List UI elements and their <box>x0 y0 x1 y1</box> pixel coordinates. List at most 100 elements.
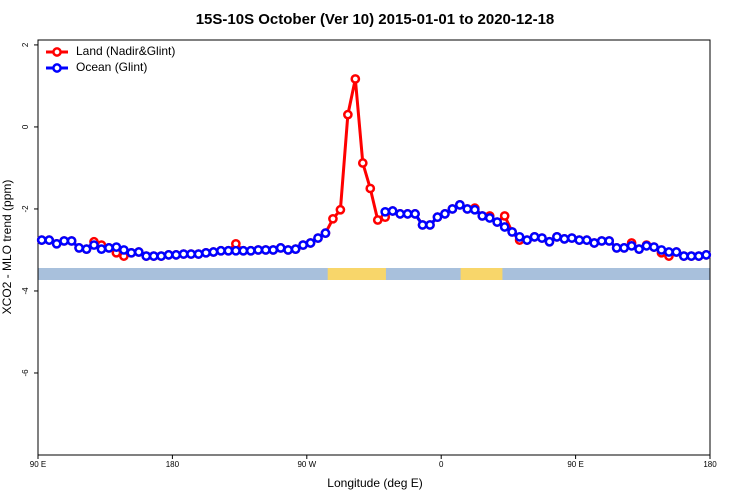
point <box>290 244 301 254</box>
point <box>455 200 465 210</box>
point <box>119 245 129 255</box>
point <box>380 206 391 217</box>
y-axis-label: XCO2 - MLO trend (ppm) <box>0 180 14 315</box>
point <box>492 217 503 227</box>
point <box>671 247 682 257</box>
point <box>208 247 219 257</box>
point <box>626 241 637 251</box>
x-tick-label: 90 E <box>567 460 583 469</box>
point <box>701 250 712 260</box>
point <box>507 227 517 237</box>
x-tick-label: 90 W <box>297 460 316 469</box>
point <box>268 245 279 255</box>
legend-label: Ocean (Glint) <box>76 60 147 74</box>
x-tick-label: 90 E <box>30 460 46 469</box>
point <box>320 228 331 238</box>
point <box>679 251 689 261</box>
y-tick-label: -4 <box>21 287 30 295</box>
point <box>156 251 167 261</box>
point <box>664 247 674 257</box>
point <box>499 211 510 221</box>
point <box>44 235 55 245</box>
point <box>313 233 323 243</box>
point <box>260 245 271 255</box>
point <box>686 251 697 261</box>
point <box>186 249 196 259</box>
legend-marker <box>52 63 62 73</box>
point <box>574 235 585 245</box>
point <box>417 220 428 230</box>
point <box>51 238 62 249</box>
point <box>178 249 189 259</box>
point <box>432 212 443 223</box>
land-span <box>460 268 503 280</box>
point <box>537 233 547 243</box>
point <box>201 247 211 258</box>
point <box>275 243 286 253</box>
y-tick-label: 2 <box>21 42 30 47</box>
point <box>604 236 615 246</box>
point <box>634 244 644 254</box>
point <box>223 245 234 256</box>
point <box>567 233 577 243</box>
point <box>619 243 629 253</box>
point <box>402 209 413 219</box>
plot-frame <box>37 39 711 456</box>
land-span <box>327 268 386 280</box>
point <box>522 235 532 245</box>
point <box>641 241 652 251</box>
chart-title: 15S-10S October (Ver 10) 2015-01-01 to 2… <box>196 11 555 28</box>
x-tick-label: 0 <box>439 460 444 469</box>
point <box>163 250 174 260</box>
point <box>245 245 256 256</box>
point <box>238 245 249 256</box>
point <box>410 209 420 219</box>
point <box>499 222 510 232</box>
point <box>96 244 107 254</box>
point <box>514 231 525 242</box>
point <box>447 204 458 214</box>
series-line <box>41 78 707 258</box>
point <box>36 235 47 245</box>
point <box>529 231 540 242</box>
y-tick-label: -2 <box>21 205 30 213</box>
point <box>81 244 92 254</box>
point <box>365 183 376 194</box>
point <box>231 245 241 256</box>
point <box>305 238 316 248</box>
point <box>66 236 77 246</box>
point <box>89 240 99 250</box>
y-tick-label: 0 <box>21 124 30 129</box>
point <box>559 234 570 244</box>
point <box>357 158 368 168</box>
point <box>283 245 293 255</box>
point <box>611 243 622 253</box>
point <box>253 245 264 255</box>
point <box>656 245 667 255</box>
x-tick-label: 180 <box>166 460 180 469</box>
point <box>589 238 600 248</box>
point <box>544 236 555 247</box>
point <box>193 249 204 259</box>
point <box>552 231 562 242</box>
point <box>372 215 383 225</box>
point <box>216 245 226 256</box>
point <box>59 236 69 246</box>
point <box>484 213 495 223</box>
point <box>171 250 181 260</box>
point <box>133 247 144 257</box>
point <box>649 242 659 252</box>
point <box>104 243 114 253</box>
point <box>350 74 361 84</box>
y-tick-label: -6 <box>21 369 30 377</box>
point <box>477 211 488 221</box>
point <box>335 204 346 215</box>
point <box>425 220 435 230</box>
x-tick-label: 180 <box>703 460 717 469</box>
point <box>693 251 704 261</box>
point <box>141 251 152 261</box>
point <box>328 213 338 224</box>
point <box>111 242 122 252</box>
